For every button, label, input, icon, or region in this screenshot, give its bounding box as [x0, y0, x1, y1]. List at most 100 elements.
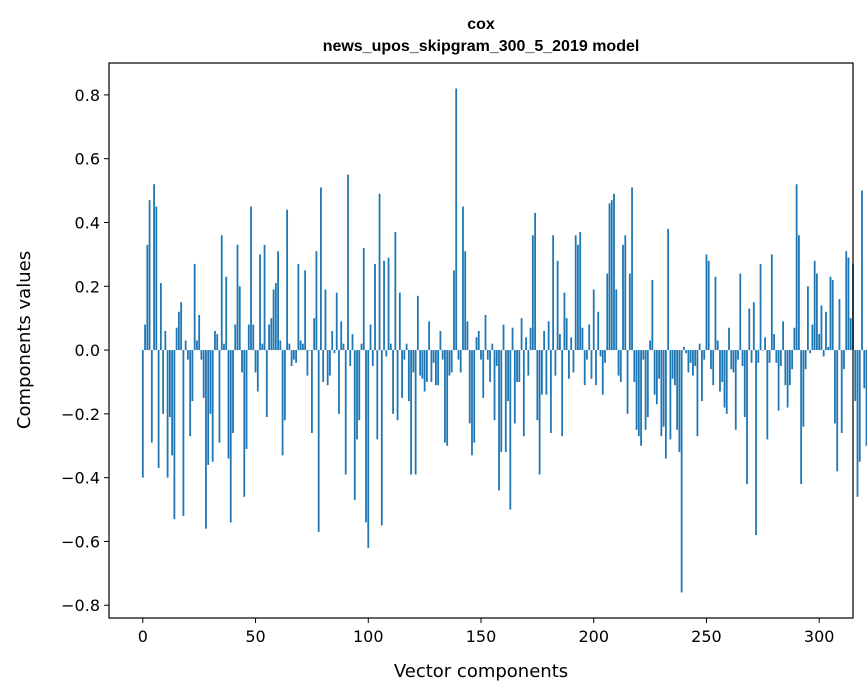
bar-185 — [559, 334, 561, 351]
bar-257 — [721, 350, 724, 382]
bar-160 — [502, 324, 505, 351]
bar-115 — [401, 350, 403, 398]
bar-108 — [385, 350, 388, 357]
bar-34 — [218, 350, 221, 443]
bar-195 — [581, 327, 584, 351]
bar-163 — [509, 350, 512, 510]
bar-114 — [398, 292, 401, 351]
bar-76 — [313, 318, 316, 351]
bar-128 — [430, 350, 433, 382]
bar-253 — [712, 350, 715, 386]
bar-193 — [577, 244, 579, 351]
bar-63 — [283, 350, 286, 421]
bar-202 — [597, 311, 600, 351]
bar-119 — [410, 350, 413, 475]
bar-65 — [288, 343, 291, 351]
bar-81 — [324, 289, 327, 351]
bar-38 — [227, 350, 230, 459]
x-axis-label: Vector components — [394, 661, 568, 682]
bar-40 — [232, 350, 234, 433]
bar-317 — [856, 350, 859, 497]
bar-307 — [834, 350, 836, 424]
bar-90 — [344, 350, 347, 475]
bar-277 — [766, 350, 769, 440]
bar-132 — [439, 330, 442, 351]
bar-39 — [229, 350, 232, 523]
bar-98 — [362, 248, 365, 351]
y-tick-label: −0.2 — [61, 405, 100, 424]
bar-223 — [644, 350, 647, 430]
bar-57 — [270, 318, 273, 351]
bar-270 — [750, 350, 753, 363]
bar-80 — [322, 350, 325, 382]
y-axis-ticks: −0.8 −0.6 −0.4 −0.2 0.0 0.2 0.4 0.6 0.8 — [61, 86, 109, 615]
bar-83 — [329, 350, 331, 376]
bar-236 — [673, 350, 676, 386]
bar-140 — [457, 350, 460, 360]
bar-187 — [563, 292, 566, 351]
bar-295 — [807, 286, 809, 351]
bar-318 — [858, 350, 861, 462]
bar-99 — [365, 350, 367, 523]
bar-175 — [536, 350, 539, 421]
bar-271 — [752, 302, 755, 351]
y-tick-label: 0.4 — [75, 213, 100, 232]
bar-120 — [412, 350, 415, 373]
bar-97 — [360, 343, 363, 351]
bar-179 — [545, 350, 548, 395]
bar-252 — [710, 350, 712, 370]
bar-5 — [153, 184, 155, 351]
y-tick-label: −0.8 — [61, 596, 100, 615]
bar-10 — [164, 330, 167, 351]
bar-16 — [177, 311, 180, 351]
bar-180 — [547, 321, 550, 351]
bar-151 — [482, 350, 485, 398]
bar-221 — [640, 350, 642, 446]
bar-226 — [651, 279, 654, 351]
bar-263 — [734, 350, 737, 430]
bar-27 — [202, 350, 205, 398]
bar-2 — [146, 244, 149, 351]
bar-297 — [811, 324, 814, 351]
bar-154 — [489, 350, 491, 382]
bar-265 — [739, 273, 742, 351]
bar-184 — [556, 260, 559, 351]
x-tick-label: 0 — [138, 627, 148, 646]
bar-149 — [477, 330, 480, 351]
bar-213 — [622, 244, 624, 351]
bar-87 — [338, 350, 340, 414]
bar-224 — [646, 350, 649, 418]
bar-22 — [191, 350, 194, 402]
bar-35 — [220, 235, 223, 351]
x-tick-label: 150 — [466, 627, 497, 646]
x-tick-label: 250 — [691, 627, 722, 646]
bar-43 — [238, 286, 241, 351]
bar-0 — [141, 350, 144, 478]
bar-19 — [184, 340, 187, 351]
bar-21 — [189, 350, 192, 437]
bar-167 — [518, 350, 521, 382]
x-axis-ticks: 0 50 100 150 200 250 300 — [138, 618, 835, 646]
bar-156 — [493, 350, 496, 421]
bar-228 — [655, 350, 658, 405]
bar-197 — [586, 350, 588, 360]
bar-285 — [784, 350, 787, 386]
bar-74 — [308, 350, 311, 351]
bar-138 — [453, 270, 455, 351]
bar-278 — [768, 350, 771, 363]
bar-137 — [450, 350, 453, 373]
y-tick-label: 0.2 — [75, 277, 100, 296]
bar-86 — [335, 292, 338, 351]
bar-161 — [504, 350, 507, 453]
bar-146 — [471, 350, 473, 456]
bar-287 — [788, 350, 791, 386]
bar-169 — [522, 350, 525, 437]
bar-209 — [613, 193, 615, 351]
bar-311 — [843, 350, 845, 370]
x-tick-label: 300 — [804, 627, 835, 646]
bar-152 — [484, 314, 487, 351]
bar-246 — [696, 350, 699, 437]
bar-188 — [565, 318, 568, 351]
bar-64 — [286, 209, 289, 351]
